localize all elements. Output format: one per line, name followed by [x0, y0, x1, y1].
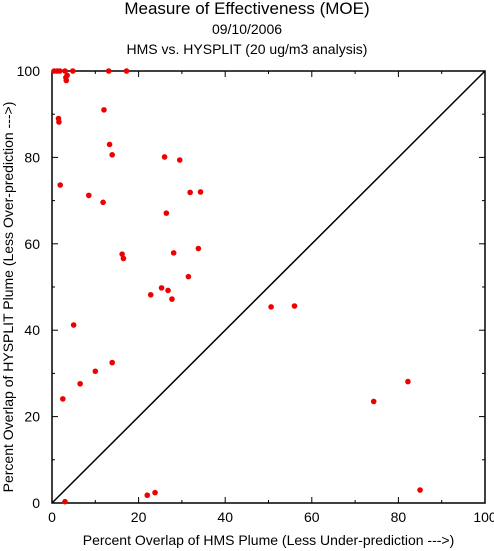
data-point	[63, 77, 70, 84]
data-point	[70, 322, 77, 328]
data-point	[56, 119, 62, 125]
data-point	[77, 380, 83, 387]
data-point	[62, 498, 68, 505]
data-point	[268, 304, 274, 310]
data-point	[92, 368, 99, 375]
data-point	[120, 255, 127, 262]
data-point	[185, 273, 192, 280]
data-point	[405, 378, 411, 385]
data-point	[161, 154, 168, 160]
chart-title: Measure of Effectiveness (MOE)	[124, 0, 370, 18]
y-axis-label: Percent Overlap of HYSPLIT Plume (Less O…	[0, 102, 16, 493]
x-tick-label: 20	[131, 509, 147, 525]
x-tick-label: 80	[391, 509, 407, 525]
data-points	[51, 68, 423, 505]
data-point	[176, 157, 183, 163]
y-tick-label: 0	[32, 495, 40, 511]
data-point	[417, 487, 423, 493]
data-point	[123, 68, 130, 74]
x-tick-label: 100	[473, 509, 494, 525]
data-point	[169, 296, 175, 302]
data-point	[109, 359, 115, 366]
data-point	[56, 68, 63, 74]
data-point	[69, 68, 76, 74]
data-point	[60, 396, 66, 402]
x-tick-label: 0	[48, 509, 56, 525]
data-point	[105, 68, 112, 74]
data-point	[187, 189, 193, 196]
data-point	[158, 285, 165, 291]
data-point	[197, 189, 204, 195]
x-tick-label: 40	[217, 509, 233, 525]
y-tick-label: 80	[24, 149, 40, 165]
x-tick-label: 60	[304, 509, 320, 525]
data-point	[109, 152, 115, 158]
diagonal-line	[51, 70, 486, 504]
axis-ticks: 0 20 40 60 80 100 0 20 40 60 80 100	[17, 63, 494, 525]
data-point	[119, 251, 125, 257]
chart-subtitle: HMS vs. HYSPLIT (20 ug/m3 analysis)	[126, 41, 368, 57]
chart-date: 09/10/2006	[211, 21, 283, 37]
data-point	[86, 192, 92, 199]
y-tick-label: 100	[17, 63, 41, 79]
data-point	[152, 489, 158, 496]
y-tick-label: 60	[24, 236, 40, 252]
data-point	[163, 210, 170, 216]
data-point	[370, 398, 377, 405]
data-point	[195, 245, 202, 252]
data-point	[144, 492, 151, 499]
data-point	[101, 107, 107, 113]
y-tick-label: 40	[24, 322, 40, 338]
data-point	[291, 303, 298, 309]
diagonal-reference-line	[51, 70, 486, 504]
data-point	[147, 291, 154, 298]
data-point	[106, 141, 113, 148]
data-point	[170, 250, 177, 256]
data-point	[165, 287, 171, 294]
data-point	[62, 68, 68, 74]
data-point	[100, 199, 106, 206]
y-tick-label: 20	[24, 409, 40, 425]
x-axis-label: Percent Overlap of HMS Plume (Less Under…	[83, 532, 455, 548]
data-point	[57, 182, 64, 188]
